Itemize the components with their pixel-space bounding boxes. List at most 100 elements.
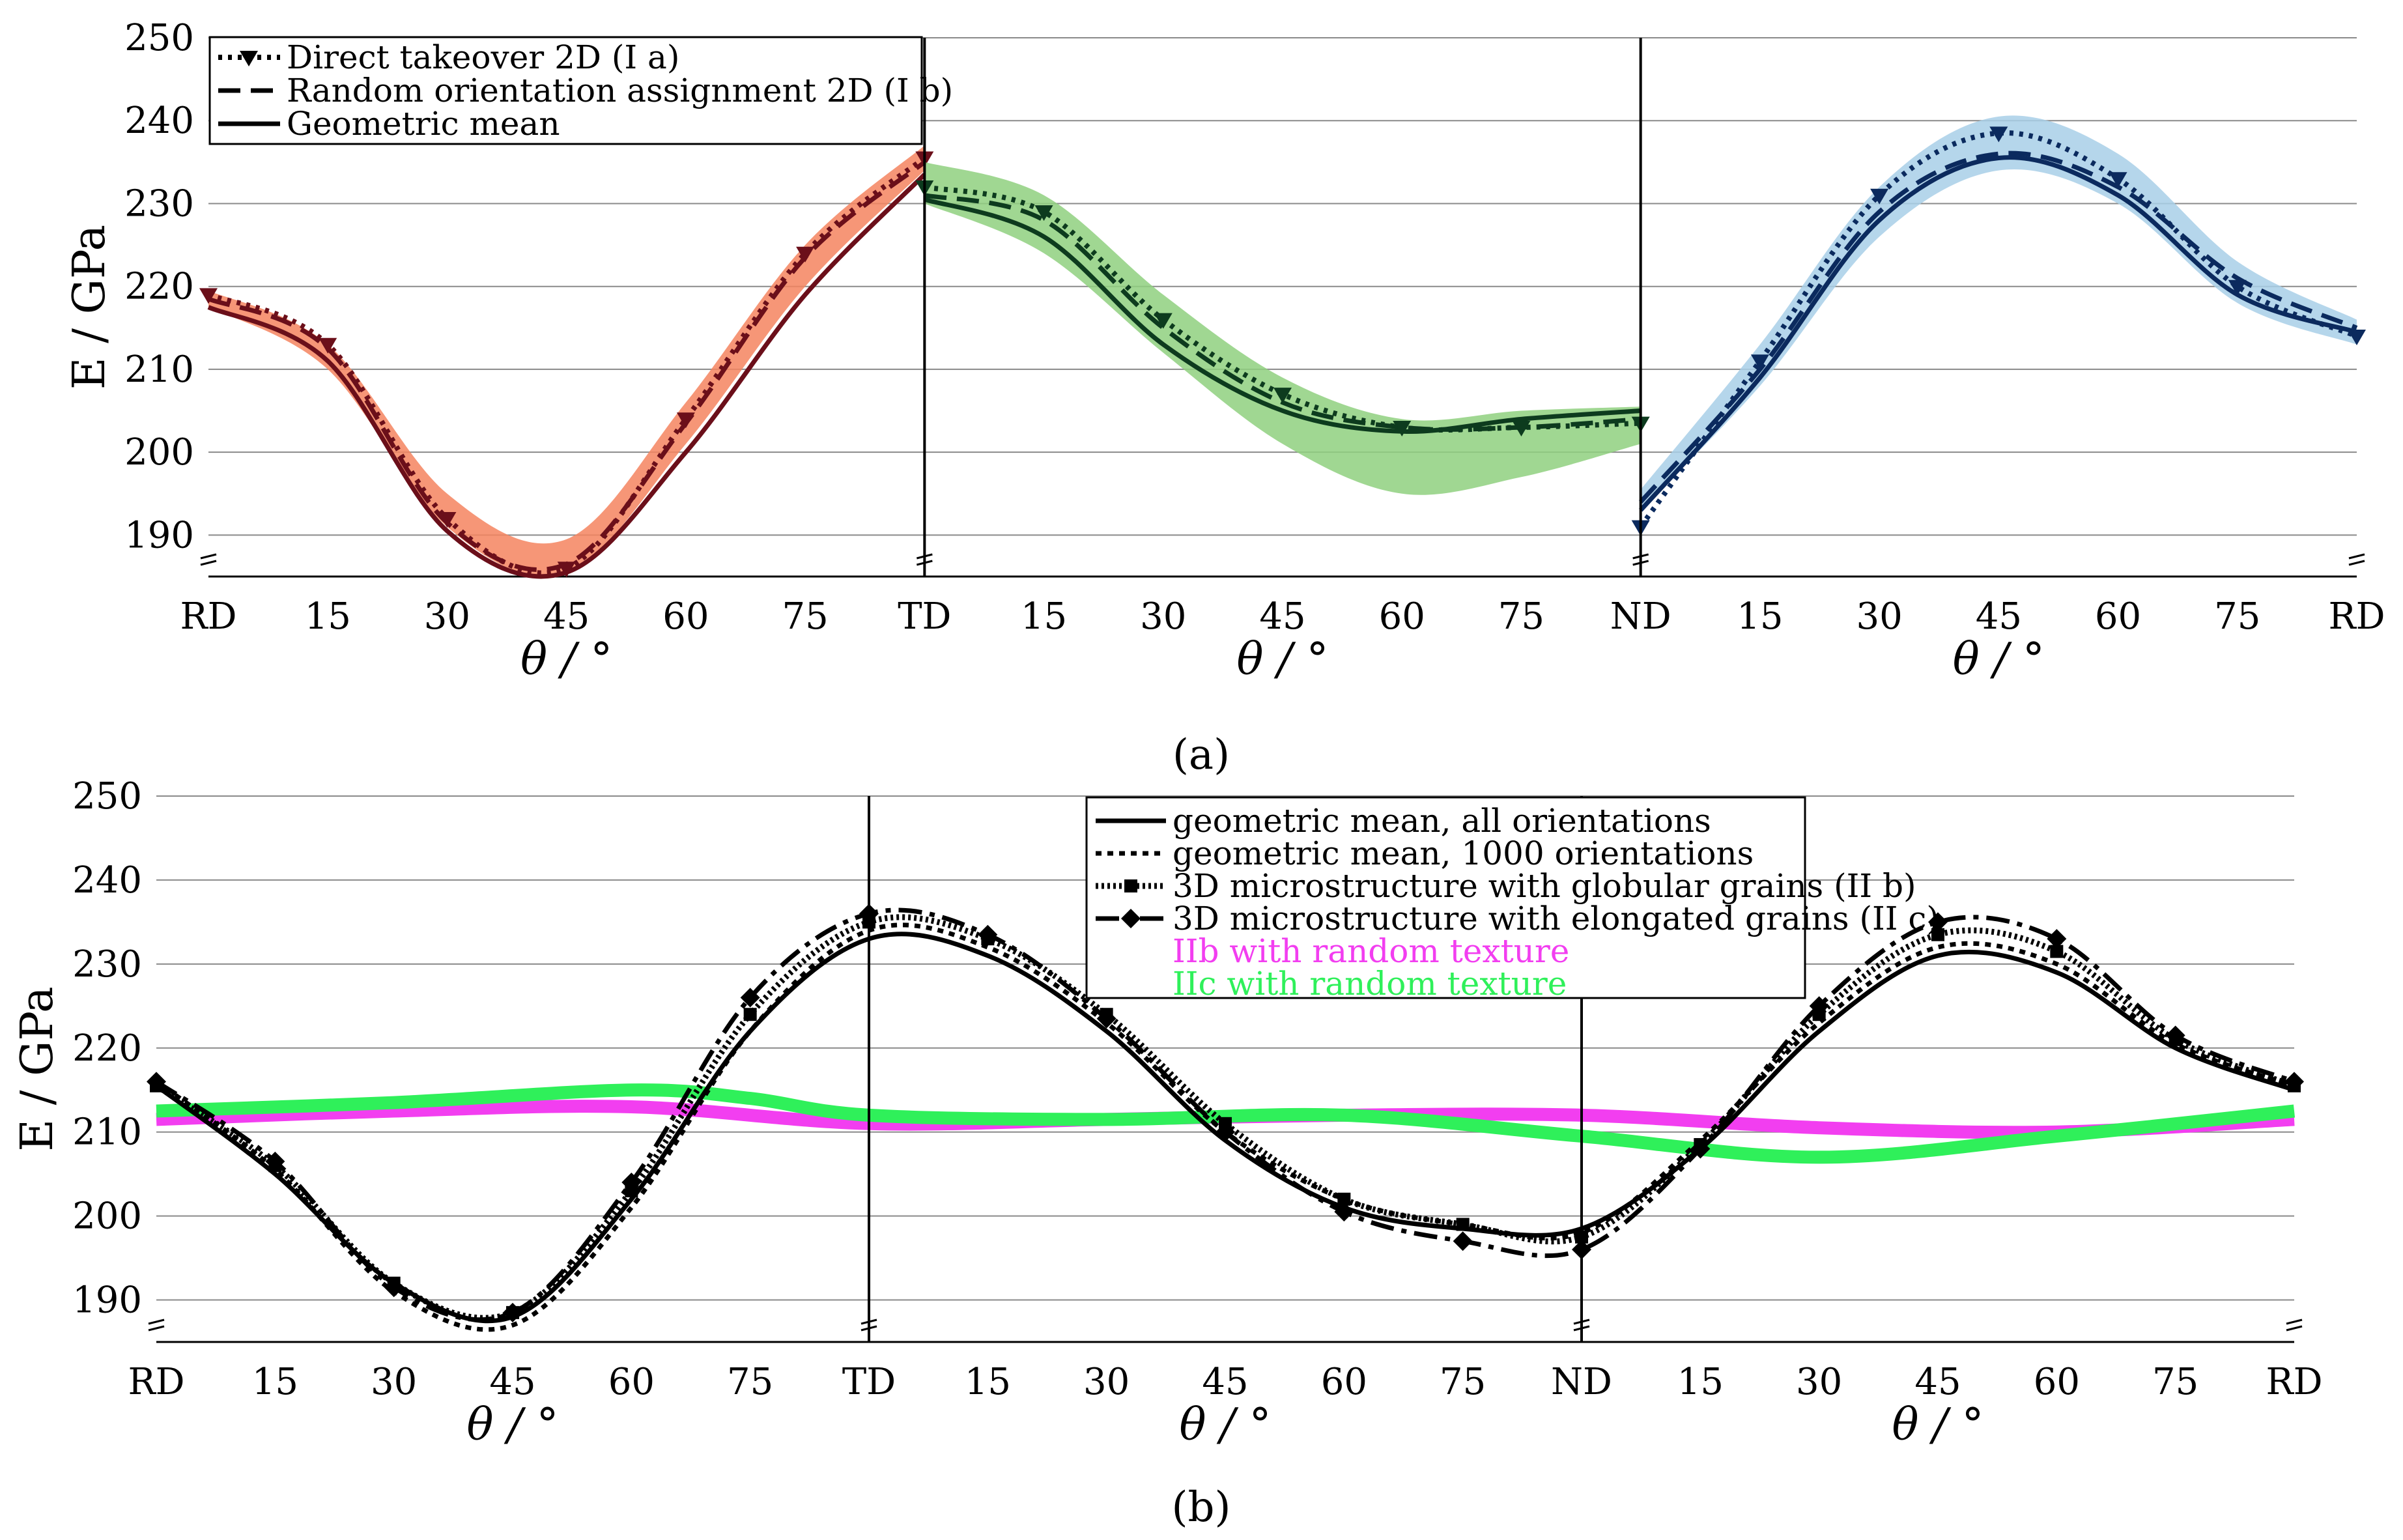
x-tick-label: RD <box>2328 595 2385 638</box>
series-line <box>1638 130 2358 529</box>
x-tick-label: 30 <box>371 1361 417 1403</box>
x-tick-label: 60 <box>1379 595 1425 638</box>
y-tick-label: 230 <box>72 943 142 986</box>
y-tick-label: 210 <box>124 349 194 391</box>
x-tick-label: 75 <box>1440 1361 1486 1403</box>
x-tick-label: ND <box>1551 1361 1612 1403</box>
x-tick-label: 60 <box>662 595 709 638</box>
axis-break-mark <box>2286 1319 2303 1325</box>
legend-label: geometric mean, 1000 orientations <box>1173 834 1754 872</box>
axis-break-mark <box>148 1319 165 1325</box>
axis-break-mark <box>2348 560 2365 566</box>
data-point <box>1690 1139 1711 1159</box>
data-point <box>1453 1231 1473 1251</box>
data-point <box>1334 1202 1354 1222</box>
legend-label: Direct takeover 2D (I a) <box>287 38 679 76</box>
axis-break-mark <box>200 553 217 560</box>
series-line <box>154 922 2296 1332</box>
x-tick-label: 30 <box>424 595 470 638</box>
series-line <box>1639 155 2358 512</box>
x-axis-label: θ / ° <box>1179 1399 1271 1451</box>
x-tick-label: 15 <box>1677 1361 1724 1403</box>
y-tick-label: 220 <box>124 266 194 308</box>
x-tick-label: 15 <box>1021 595 1067 638</box>
x-axis-label: θ / ° <box>1892 1399 1984 1451</box>
series-group <box>147 904 2304 1332</box>
series-line <box>207 156 926 576</box>
x-tick-label: 15 <box>252 1361 298 1403</box>
legend-box <box>1085 796 1806 999</box>
confidence-band <box>1640 115 2357 511</box>
data-point <box>199 288 218 304</box>
x-tick-label: 15 <box>965 1361 1011 1403</box>
legend: geometric mean, all orientationsgeometri… <box>1085 796 1939 1003</box>
series-line <box>924 197 1641 435</box>
y-tick-label: 190 <box>124 514 194 556</box>
data-point <box>319 337 337 354</box>
y-tick-label: 190 <box>72 1279 142 1322</box>
y-tick-label: 220 <box>72 1027 142 1070</box>
legend-marker <box>1121 909 1141 928</box>
legend-label: geometric mean, all orientations <box>1173 802 1711 840</box>
x-tick-label: 60 <box>2034 1361 2080 1403</box>
x-tick-label: 45 <box>1202 1361 1248 1403</box>
x-tick-label: 30 <box>1796 1361 1842 1403</box>
data-point <box>2109 172 2127 188</box>
legend-label: 3D microstructure with globular grains (… <box>1173 867 1916 905</box>
x-tick-label: 30 <box>1140 595 1186 638</box>
series-line <box>207 160 926 572</box>
legend-label: IIc with random texture <box>1173 965 1567 1003</box>
x-tick-label: 45 <box>543 595 590 638</box>
data-point <box>1456 1218 1470 1231</box>
x-tick-label: 45 <box>489 1361 535 1403</box>
series-line <box>207 173 926 579</box>
x-tick-label: RD <box>180 595 236 638</box>
data-point <box>2050 945 2064 958</box>
data-point <box>978 924 998 945</box>
data-point <box>1273 388 1292 404</box>
x-tick-label: 75 <box>782 595 828 638</box>
data-point <box>1870 188 1889 205</box>
legend-label: IIb with random texture <box>1173 932 1569 970</box>
x-tick-label: 15 <box>305 595 351 638</box>
data-point <box>1750 354 1769 371</box>
y-tick-label: 200 <box>124 431 194 474</box>
data-point <box>1809 996 1829 1016</box>
x-tick-label: 75 <box>2214 595 2260 638</box>
y-tick-label: 230 <box>124 182 194 225</box>
data-point <box>2228 279 2247 296</box>
axis-break-mark <box>2348 553 2365 560</box>
data-point <box>2047 929 2067 949</box>
x-tick-label: TD <box>898 595 951 638</box>
axis-break-mark <box>2286 1325 2303 1332</box>
y-tick-label: 240 <box>72 859 142 902</box>
x-tick-label: RD <box>128 1361 184 1403</box>
x-tick-label: RD <box>2266 1361 2322 1403</box>
data-point <box>1337 1192 1351 1206</box>
chart-b: 190 200 210 220 230 240 250 RD 15 30 45 60 75 TD θ / °… <box>12 775 2323 1532</box>
x-tick-label: 15 <box>1737 595 1783 638</box>
data-point <box>503 1302 522 1322</box>
data-point <box>621 1173 642 1193</box>
x-tick-label: 30 <box>1856 595 1902 638</box>
x-tick-label: 45 <box>1914 1361 1961 1403</box>
x-tick-label: 60 <box>2095 595 2141 638</box>
x-tick-label: 30 <box>1083 1361 1130 1403</box>
panel-1 <box>199 145 934 579</box>
axis-break-mark <box>148 1325 165 1332</box>
x-tick-label: 45 <box>1259 595 1305 638</box>
x-axis-label: θ / ° <box>520 634 612 685</box>
y-tick-label: 210 <box>72 1111 142 1154</box>
x-tick-label: 75 <box>1498 595 1544 638</box>
data-point <box>1931 928 1944 941</box>
data-point <box>1989 126 2008 143</box>
y-axis-label: E / GPa <box>12 986 63 1151</box>
x-tick-label: ND <box>1610 595 1671 638</box>
x-axis-label: θ / ° <box>1236 634 1328 685</box>
chart-a: 190 200 210 220 230 240 250 RD 15 30 45 60 75 TD θ / °… <box>64 17 2385 779</box>
data-point <box>796 246 815 263</box>
y-tick-label: 240 <box>124 100 194 142</box>
x-tick-label: 60 <box>608 1361 655 1403</box>
y-tick-label: 200 <box>72 1195 142 1238</box>
